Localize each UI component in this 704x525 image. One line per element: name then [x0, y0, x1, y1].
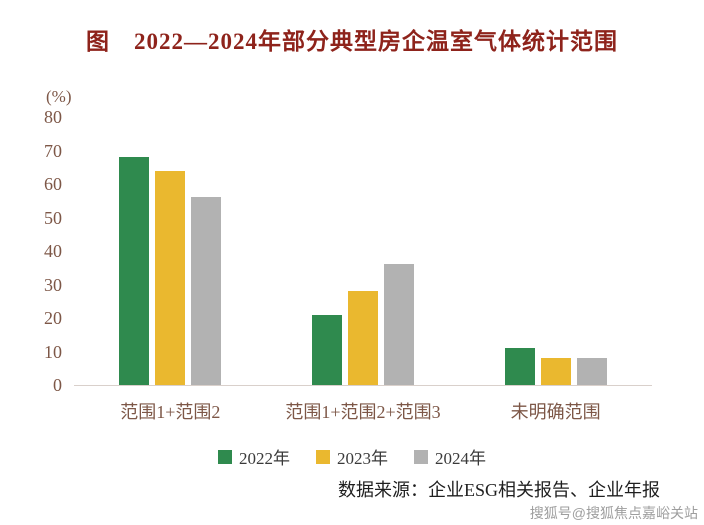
- bar-2024年: [191, 197, 222, 385]
- y-tick-label: 60: [44, 174, 62, 194]
- bar-2024年: [383, 264, 414, 385]
- data-source-note: 数据来源：企业ESG相关报告、企业年报: [337, 480, 660, 500]
- y-tick-label: 10: [44, 342, 62, 362]
- bar-2022年: [119, 157, 150, 385]
- y-tick-label: 80: [44, 107, 62, 127]
- bar-group: 未明确范围: [504, 117, 607, 422]
- bar-2023年: [540, 358, 571, 385]
- bar-2022年: [504, 348, 535, 385]
- legend-item: 2024年: [414, 444, 486, 469]
- legend-item: 2022年: [218, 444, 290, 469]
- legend-swatch: [218, 449, 232, 464]
- category-label: 未明确范围: [510, 402, 601, 422]
- category-label: 范围1+范围2: [120, 402, 221, 422]
- bar-2023年: [347, 291, 378, 385]
- legend-label: 2024年: [435, 449, 486, 468]
- y-tick-label: 30: [44, 275, 62, 295]
- legend: 2022年 2023年 2024年: [0, 444, 704, 469]
- y-axis-unit-label: (%): [46, 87, 72, 106]
- plot-area: 范围1+范围2 范围1+范围2+范围3 未明确范围: [74, 117, 652, 422]
- bar-group: 范围1+范围2: [119, 117, 222, 422]
- watermark: 搜狐号@搜狐焦点嘉峪关站: [529, 505, 698, 521]
- y-axis-tick-labels: 0 10 20 30 40 50 60 70 80: [18, 107, 62, 395]
- y-tick-label: 70: [44, 141, 62, 161]
- legend-label: 2023年: [337, 449, 388, 468]
- y-tick-label: 0: [53, 375, 62, 395]
- chart-title: 图 2022—2024年部分典型房企温室气体统计范围: [86, 29, 618, 54]
- bar-group: 范围1+范围2+范围3: [285, 117, 441, 422]
- y-tick-label: 40: [44, 241, 62, 261]
- y-tick-label: 50: [44, 208, 62, 228]
- legend-swatch: [414, 449, 428, 464]
- category-label: 范围1+范围2+范围3: [285, 402, 441, 422]
- legend-swatch: [316, 449, 330, 464]
- bar-2024年: [576, 358, 607, 385]
- legend-item: 2023年: [316, 444, 388, 469]
- bar-2022年: [311, 314, 342, 385]
- bar-2023年: [155, 170, 186, 385]
- y-tick-label: 20: [44, 308, 62, 328]
- legend-label: 2022年: [239, 449, 290, 468]
